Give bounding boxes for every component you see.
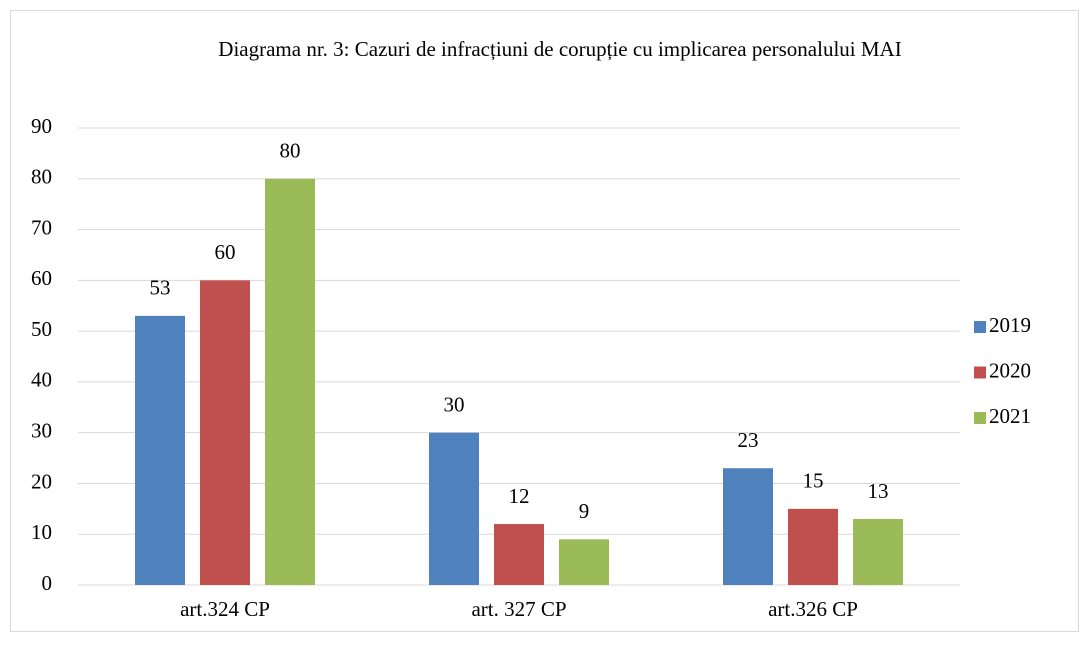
bar bbox=[788, 508, 838, 585]
y-tick-label: 30 bbox=[31, 418, 52, 442]
legend-swatch bbox=[974, 321, 986, 333]
legend-swatch bbox=[974, 412, 986, 424]
data-label: 80 bbox=[280, 139, 301, 163]
bar bbox=[853, 518, 903, 585]
data-label: 9 bbox=[579, 499, 590, 523]
data-label: 15 bbox=[803, 469, 824, 493]
bar bbox=[429, 432, 479, 585]
y-tick-label: 50 bbox=[31, 317, 52, 341]
data-label: 13 bbox=[868, 479, 889, 503]
data-label: 23 bbox=[738, 428, 759, 452]
y-tick-label: 60 bbox=[31, 266, 52, 290]
bar bbox=[135, 315, 185, 585]
legend-label: 2021 bbox=[989, 404, 1031, 428]
y-tick-label: 90 bbox=[31, 114, 52, 138]
y-tick-label: 80 bbox=[31, 165, 52, 189]
chart-title: Diagrama nr. 3: Cazuri de infracțiuni de… bbox=[218, 37, 902, 61]
x-tick-label: art.326 CP bbox=[768, 597, 858, 621]
bar bbox=[494, 524, 544, 585]
y-tick-label: 0 bbox=[42, 571, 53, 595]
bar bbox=[559, 539, 609, 585]
data-label: 12 bbox=[509, 484, 530, 508]
legend-swatch bbox=[974, 366, 986, 379]
y-tick-label: 40 bbox=[31, 368, 52, 392]
bar bbox=[200, 280, 250, 585]
bar bbox=[723, 468, 773, 585]
y-tick-label: 10 bbox=[31, 520, 52, 544]
x-tick-label: art. 327 CP bbox=[471, 597, 566, 621]
legend-label: 2019 bbox=[989, 313, 1031, 337]
data-label: 60 bbox=[215, 240, 236, 264]
legend-label: 2020 bbox=[989, 358, 1031, 382]
data-label: 53 bbox=[150, 276, 171, 300]
y-tick-label: 70 bbox=[31, 215, 52, 239]
bar bbox=[265, 178, 315, 585]
x-tick-label: art.324 CP bbox=[180, 597, 270, 621]
data-label: 30 bbox=[444, 392, 465, 416]
y-tick-label: 20 bbox=[31, 469, 52, 493]
